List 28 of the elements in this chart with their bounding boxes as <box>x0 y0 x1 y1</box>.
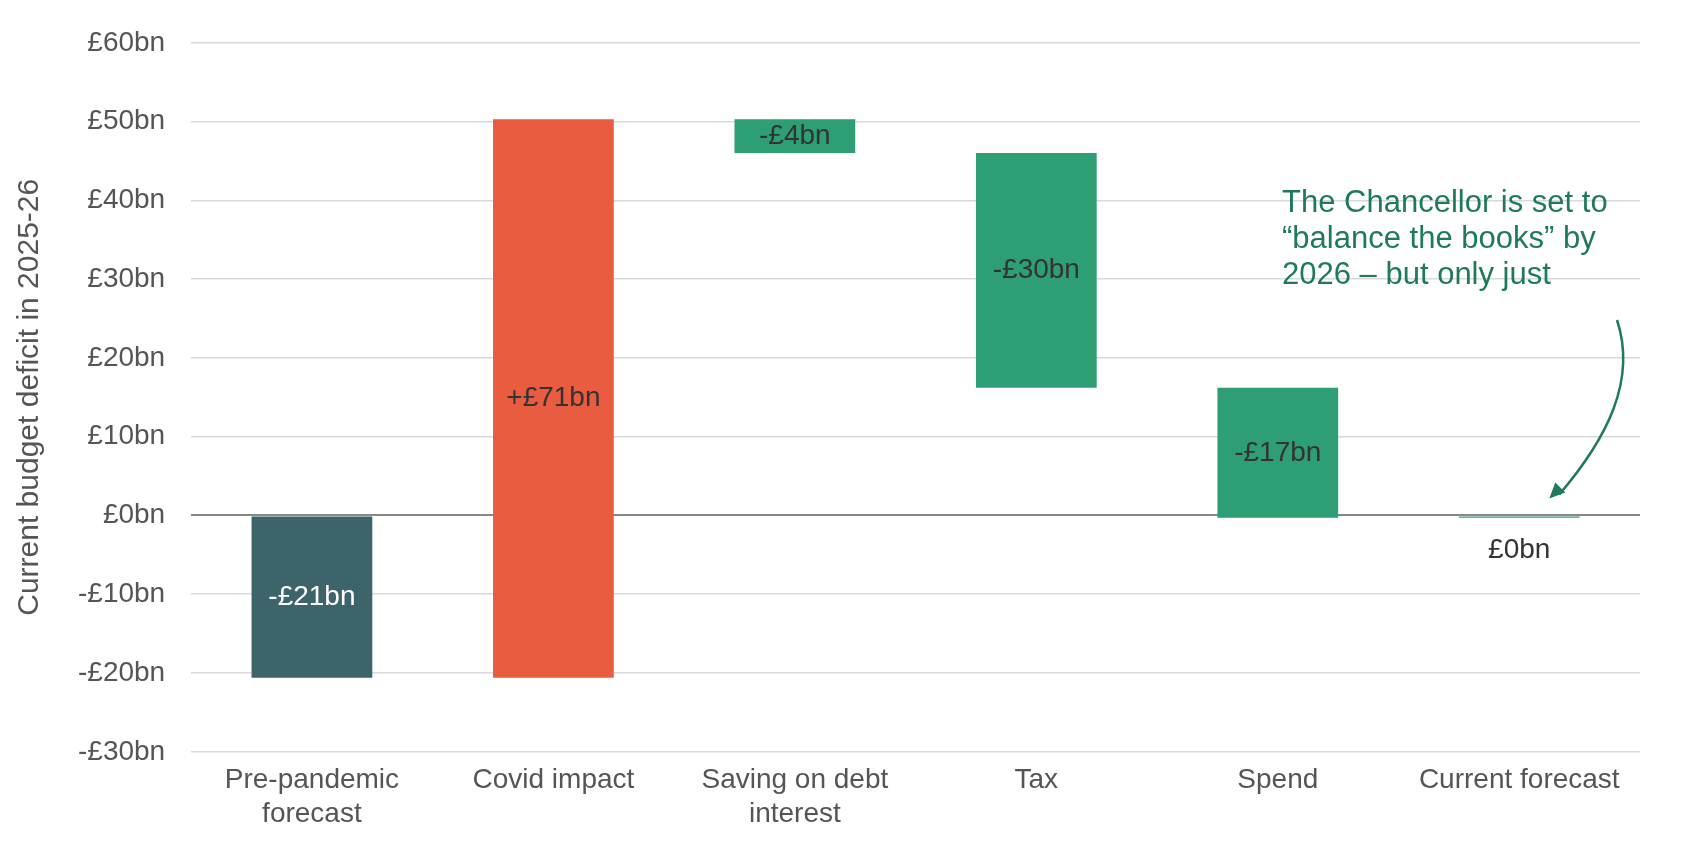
x-tick-label: Spend <box>1237 763 1319 795</box>
annotation: The Chancellor is set to “balance the books” by 2026 – but only just <box>1282 184 1608 292</box>
data-label: £0bn <box>1488 532 1551 564</box>
data-label: -£17bn <box>1234 435 1322 467</box>
data-label: -£30bn <box>992 253 1080 285</box>
data-label: -£21bn <box>268 579 356 611</box>
data-label: -£4bn <box>759 118 831 150</box>
bar <box>493 119 614 678</box>
y-tick-label: £30bn <box>87 261 166 293</box>
y-tick-label: £40bn <box>87 183 166 215</box>
x-tick-label: Pre-pandemic forecast <box>224 763 400 828</box>
data-label: +£71bn <box>506 381 601 413</box>
x-tick-label: Tax <box>1014 763 1059 795</box>
x-tick-label: Covid impact <box>472 763 635 795</box>
x-tick-label: Current forecast <box>1418 763 1620 795</box>
y-tick-label: £50bn <box>87 104 166 136</box>
bar <box>975 153 1097 388</box>
y-tick-label: -£10bn <box>78 576 166 608</box>
bar <box>1217 387 1339 518</box>
bar <box>251 516 373 678</box>
y-tick-label: £60bn <box>87 25 166 57</box>
y-tick-label: £20bn <box>87 340 166 372</box>
y-tick-label: -£20bn <box>78 655 166 687</box>
y-tick-label: £0bn <box>102 498 166 530</box>
y-tick-label: £10bn <box>87 419 166 451</box>
y-tick-label: -£30bn <box>78 734 166 766</box>
y-axis-title: Current budget deficit in 2025-26 <box>11 178 45 616</box>
x-tick-label: Saving on debt interest <box>701 763 889 828</box>
